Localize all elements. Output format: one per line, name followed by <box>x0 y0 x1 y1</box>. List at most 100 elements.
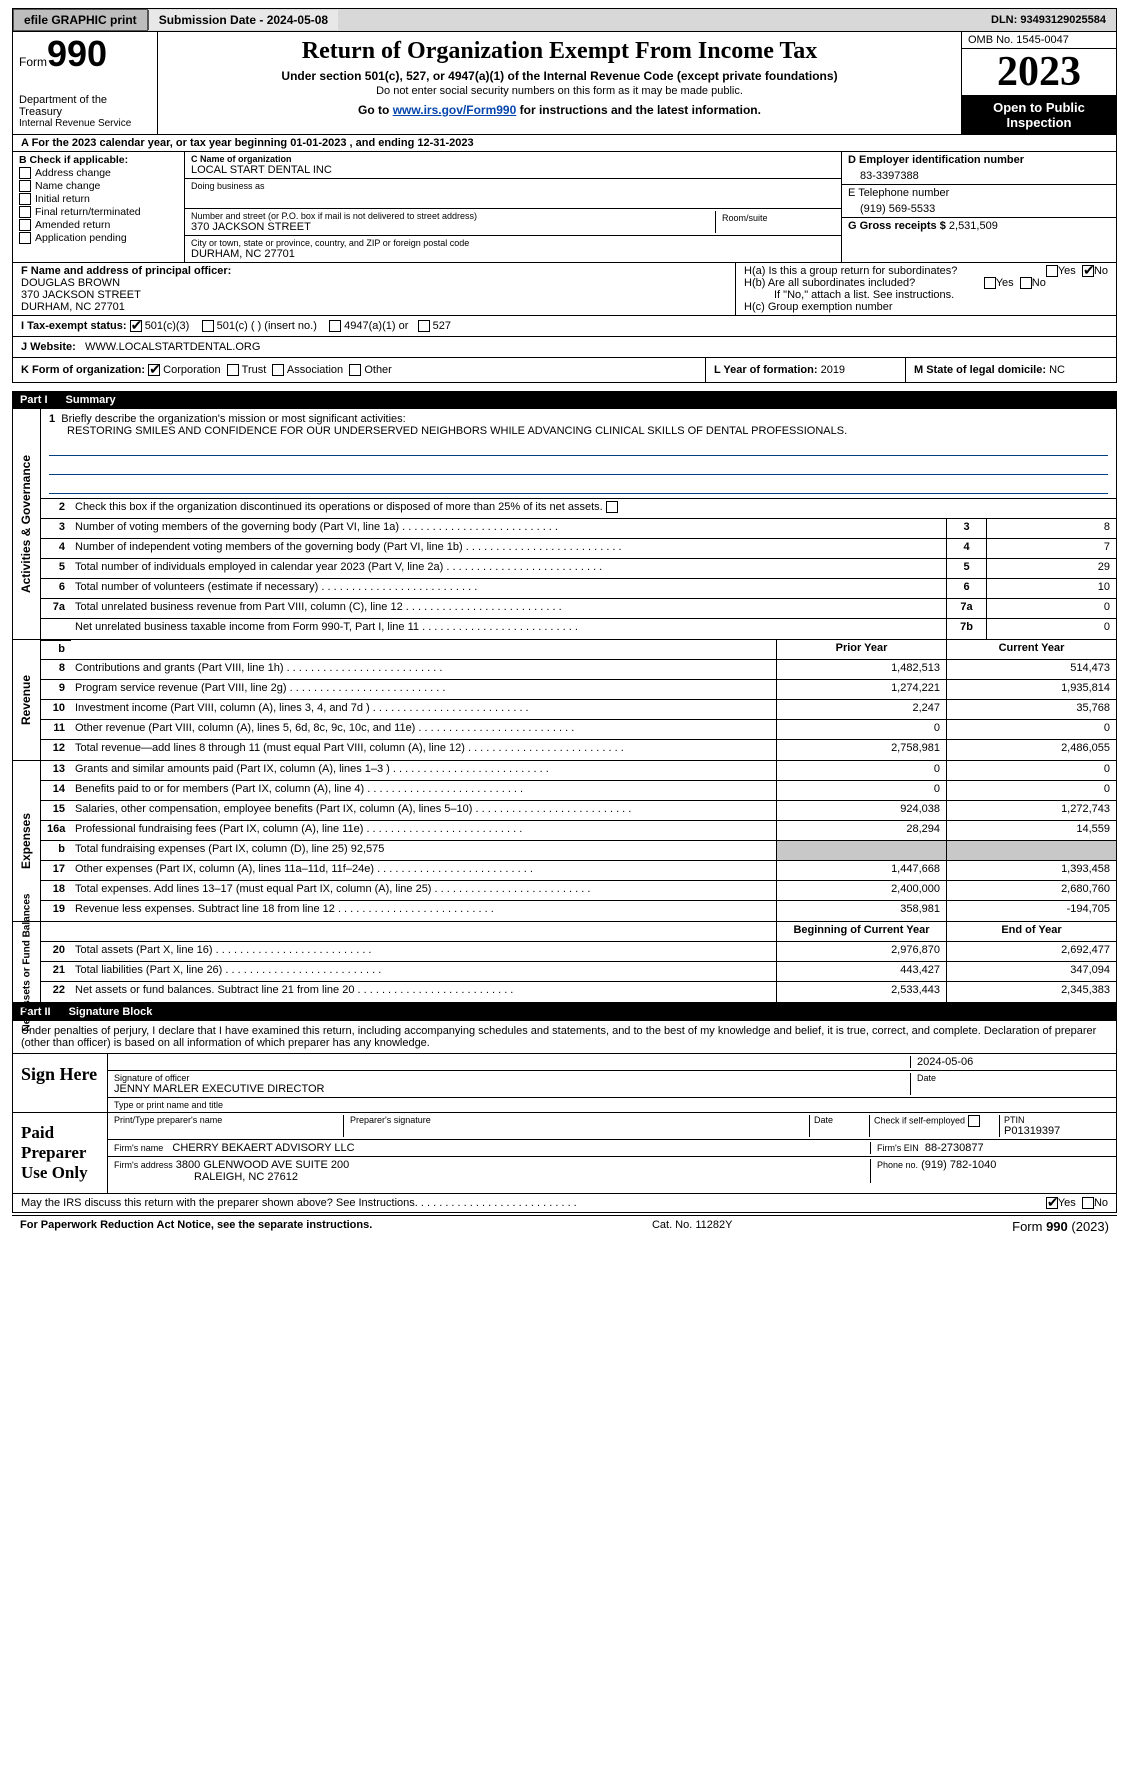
hb-no-checkbox[interactable] <box>1020 277 1032 289</box>
firm-name: CHERRY BEKAERT ADVISORY LLC <box>172 1142 354 1154</box>
discuss-row: May the IRS discuss this return with the… <box>12 1194 1117 1213</box>
ha-yes-checkbox[interactable] <box>1046 265 1058 277</box>
ein: 83-3397388 <box>848 166 1110 182</box>
curr-value: 0 <box>946 781 1116 800</box>
boxb-checkbox[interactable] <box>19 180 31 192</box>
curr-value: 0 <box>946 761 1116 780</box>
dln: DLN: 93493129025584 <box>981 11 1116 29</box>
527-checkbox[interactable] <box>418 320 430 332</box>
self-employed-checkbox[interactable] <box>968 1115 980 1127</box>
4947-checkbox[interactable] <box>329 320 341 332</box>
dept-treasury: Department of the Treasury <box>19 94 151 118</box>
curr-value: 1,272,743 <box>946 801 1116 820</box>
prior-value <box>776 841 946 860</box>
firm-addr: 3800 GLENWOOD AVE SUITE 200 <box>176 1159 349 1171</box>
discuss-no-checkbox[interactable] <box>1082 1197 1094 1209</box>
efile-print-button[interactable]: efile GRAPHIC print <box>13 9 148 31</box>
form-title: Return of Organization Exempt From Incom… <box>168 38 951 65</box>
form-word: Form <box>19 55 47 69</box>
corp-checkbox[interactable] <box>148 364 160 376</box>
discontinued-checkbox[interactable] <box>606 501 618 513</box>
line-a: A For the 2023 calendar year, or tax yea… <box>12 135 1117 152</box>
boxb-checkbox[interactable] <box>19 193 31 205</box>
phone: (919) 569-5533 <box>848 199 1110 215</box>
prior-value: 28,294 <box>776 821 946 840</box>
boxb-checkbox[interactable] <box>19 219 31 231</box>
irs-label: Internal Revenue Service <box>19 118 151 129</box>
submission-date: Submission Date - 2024-05-08 <box>148 10 338 30</box>
top-toolbar: efile GRAPHIC print Submission Date - 20… <box>12 8 1117 32</box>
mission-text: RESTORING SMILES AND CONFIDENCE FOR OUR … <box>49 425 847 437</box>
boxb-checkbox[interactable] <box>19 167 31 179</box>
summary-value: 0 <box>986 599 1116 618</box>
declaration: Under penalties of perjury, I declare th… <box>12 1021 1117 1054</box>
part-1-header: Part I Summary <box>12 391 1117 409</box>
form-subtitle-3: Go to www.irs.gov/Form990 for instructio… <box>168 103 951 117</box>
irs-link[interactable]: www.irs.gov/Form990 <box>393 103 517 117</box>
501c-checkbox[interactable] <box>202 320 214 332</box>
website: WWW.LOCALSTARTDENTAL.ORG <box>85 341 260 353</box>
street-address: 370 JACKSON STREET <box>191 221 715 233</box>
box-c: C Name of organization LOCAL START DENTA… <box>185 152 841 262</box>
year-formation: 2019 <box>821 364 845 376</box>
form-header: Form990 Department of the Treasury Inter… <box>12 32 1117 135</box>
beg-value: 443,427 <box>776 962 946 981</box>
trust-checkbox[interactable] <box>227 364 239 376</box>
summary-value: 8 <box>986 519 1116 538</box>
part-2-header: Part II Signature Block <box>12 1003 1117 1021</box>
curr-value <box>946 841 1116 860</box>
officer-addr2: DURHAM, NC 27701 <box>21 301 727 313</box>
form-subtitle-1: Under section 501(c), 527, or 4947(a)(1)… <box>168 69 951 83</box>
org-name: LOCAL START DENTAL INC <box>191 164 835 176</box>
prior-value: 1,447,668 <box>776 861 946 880</box>
firm-phone: (919) 782-1040 <box>921 1159 996 1171</box>
prior-value: 0 <box>776 781 946 800</box>
omb-number: OMB No. 1545-0047 <box>962 32 1116 49</box>
box-b: B Check if applicable: Address changeNam… <box>13 152 185 262</box>
curr-value: 14,559 <box>946 821 1116 840</box>
prior-value: 2,400,000 <box>776 881 946 900</box>
prior-value: 358,981 <box>776 901 946 921</box>
assoc-checkbox[interactable] <box>272 364 284 376</box>
officer-name: DOUGLAS BROWN <box>21 277 727 289</box>
sig-date: 2024-05-06 <box>910 1056 1110 1068</box>
boxb-checkbox[interactable] <box>19 206 31 218</box>
prior-value: 1,274,221 <box>776 680 946 699</box>
officer-sig: JENNY MARLER EXECUTIVE DIRECTOR <box>114 1083 910 1095</box>
summary-value: 0 <box>986 619 1116 639</box>
prior-value: 2,758,981 <box>776 740 946 760</box>
summary-value: 7 <box>986 539 1116 558</box>
revenue-section: Revenue bPrior YearCurrent Year 8Contrib… <box>12 640 1117 761</box>
prior-value: 0 <box>776 720 946 739</box>
end-value: 347,094 <box>946 962 1116 981</box>
net-assets-section: Net Assets or Fund Balances Beginning of… <box>12 922 1117 1003</box>
curr-value: 1,935,814 <box>946 680 1116 699</box>
summary-value: 29 <box>986 559 1116 578</box>
gross-receipts: 2,531,509 <box>949 220 998 232</box>
prior-value: 0 <box>776 761 946 780</box>
curr-value: 514,473 <box>946 660 1116 679</box>
curr-value: 2,486,055 <box>946 740 1116 760</box>
firm-ein: 88-2730877 <box>925 1142 984 1154</box>
curr-value: 35,768 <box>946 700 1116 719</box>
form-number: 990 <box>47 33 107 74</box>
hb-yes-checkbox[interactable] <box>984 277 996 289</box>
activities-governance: Activities & Governance 1 Briefly descri… <box>12 409 1117 640</box>
city-state-zip: DURHAM, NC 27701 <box>191 248 835 260</box>
end-value: 2,345,383 <box>946 982 1116 1002</box>
end-value: 2,692,477 <box>946 942 1116 961</box>
header-boxes: B Check if applicable: Address changeNam… <box>12 152 1117 263</box>
boxb-checkbox[interactable] <box>19 232 31 244</box>
prior-value: 1,482,513 <box>776 660 946 679</box>
box-f-h: F Name and address of principal officer:… <box>12 263 1117 316</box>
box-d-e-g: D Employer identification number 83-3397… <box>841 152 1116 262</box>
beg-value: 2,976,870 <box>776 942 946 961</box>
discuss-yes-checkbox[interactable] <box>1046 1197 1058 1209</box>
501c3-checkbox[interactable] <box>130 320 142 332</box>
ha-no-checkbox[interactable] <box>1082 265 1094 277</box>
prior-value: 2,247 <box>776 700 946 719</box>
form-subtitle-2: Do not enter social security numbers on … <box>168 85 951 97</box>
prior-value: 924,038 <box>776 801 946 820</box>
other-checkbox[interactable] <box>349 364 361 376</box>
curr-value: 0 <box>946 720 1116 739</box>
